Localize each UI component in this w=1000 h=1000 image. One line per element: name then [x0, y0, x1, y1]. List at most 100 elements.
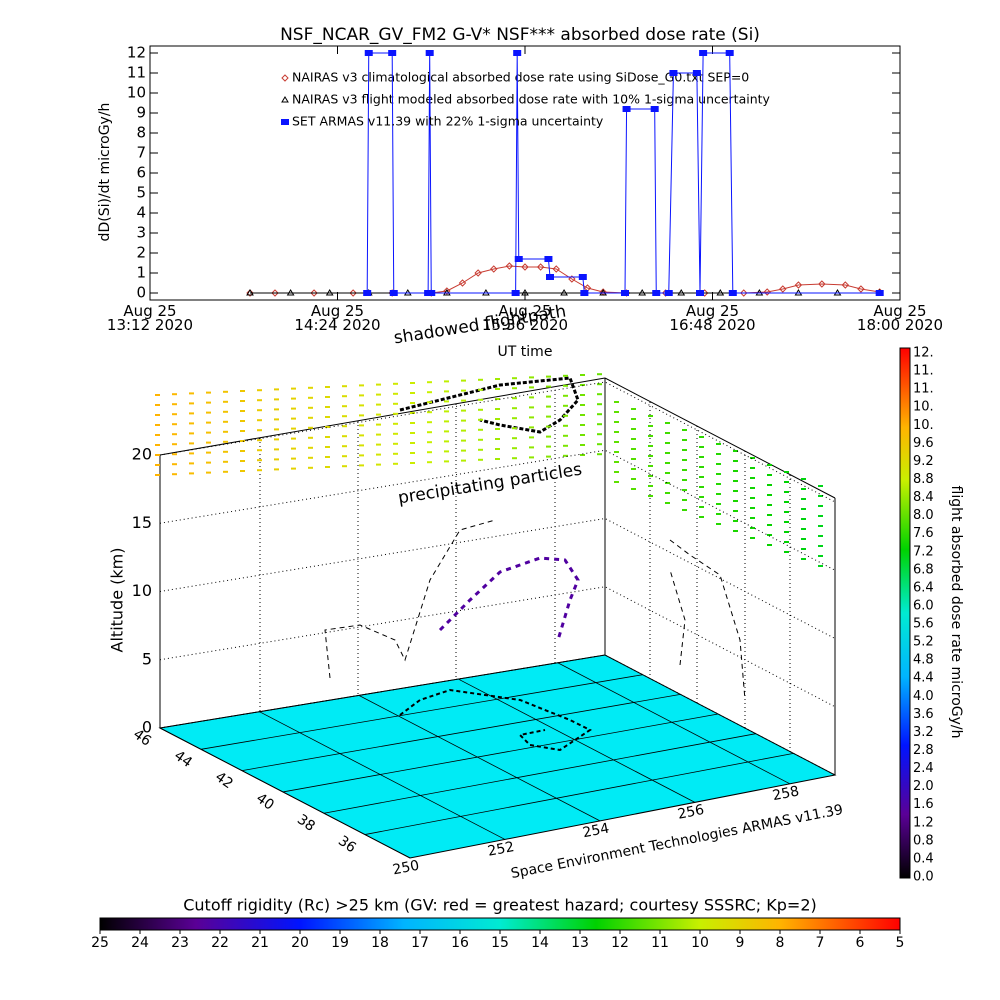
colorbar-tick-label: 0.8	[913, 833, 934, 848]
lon-tick-label: 254	[581, 820, 610, 841]
colorbar-right	[899, 347, 911, 879]
x-tick-label: Aug 25 16:48 2020	[669, 302, 756, 334]
colorbar-tick-label: 5	[896, 935, 905, 951]
data-point	[650, 106, 659, 112]
data-point	[521, 263, 529, 271]
colorbar-tick-label: 16	[451, 935, 469, 951]
colorbar-tick-label: 13	[571, 935, 589, 951]
wall-verticals	[259, 388, 791, 752]
y-tick-label: 9	[136, 104, 146, 122]
colorbar-tick-label: 14	[531, 935, 549, 951]
data-point	[740, 289, 748, 297]
y-tick-label: 1	[136, 264, 146, 282]
legend-symbol	[281, 96, 289, 103]
colorbar-tick-label: 4.8	[913, 653, 934, 668]
y-axis-label: dD(Si)/dt microGy/h	[97, 103, 113, 242]
colorbar-tick-label: 7.6	[913, 526, 934, 541]
data-point	[511, 290, 520, 296]
lon-tick-label: 250	[391, 858, 420, 879]
colorbar-tick-label: 23	[171, 935, 189, 951]
x-tick-label: Aug 25 15:36 2020	[481, 302, 569, 334]
lat-tick-label: 36	[335, 833, 359, 856]
flight-shadow	[324, 519, 746, 701]
data-point	[521, 289, 529, 296]
colorbar-tick-label: 6.0	[913, 598, 934, 613]
data-point	[841, 281, 850, 289]
colorbar-tick-label: 6.8	[913, 562, 934, 577]
lat-tick-label: 44	[171, 748, 195, 771]
colorbar-tick-label: 0.0	[913, 870, 934, 885]
data-point	[427, 290, 436, 296]
colorbar-tick-label: 2.4	[913, 761, 934, 776]
data-point	[388, 50, 397, 56]
data-point	[425, 50, 434, 56]
data-point	[536, 263, 545, 271]
lon-tick-label: 258	[771, 783, 800, 804]
colorbar-tick-label: 11	[651, 935, 669, 951]
data-point	[779, 285, 787, 293]
floor-grid	[458, 678, 696, 803]
data-point	[621, 290, 629, 296]
colorbar-tick-label: 6.4	[913, 580, 934, 595]
lat-tick-label: 40	[253, 790, 277, 813]
data-point	[389, 290, 398, 296]
colorbar-tick-label: 18	[371, 935, 389, 951]
flight-path-low	[438, 556, 580, 641]
colorbar-tick-label: 2.0	[913, 779, 934, 794]
data-point	[286, 289, 295, 296]
data-point	[325, 289, 334, 296]
floor-grid	[364, 752, 794, 835]
colorbar-tick-label: 20	[291, 935, 309, 951]
data-point	[728, 290, 737, 296]
flight-path	[399, 376, 580, 434]
floor-grid	[159, 654, 606, 729]
floor-grid	[282, 713, 719, 793]
legend-symbol	[281, 74, 289, 82]
lon-tick-label: 252	[486, 839, 515, 860]
data-point	[652, 290, 661, 296]
colorbar-tick-label: 11.	[913, 364, 934, 379]
colorbar-label: flight absorbed dose rate microGy/h	[948, 486, 964, 739]
floor-grid	[323, 733, 756, 814]
legend-label: NAIRAS v3 flight modeled absorbed dose r…	[292, 92, 771, 107]
data-point	[638, 289, 647, 296]
data-point	[474, 269, 482, 277]
data-point	[364, 50, 373, 56]
colorbar-tick-label: 10.	[913, 418, 934, 433]
data-point	[580, 290, 589, 296]
colorbar-tick-label: 5.2	[913, 635, 934, 650]
data-point	[443, 287, 451, 295]
data-point	[363, 290, 372, 296]
colorbar-tick-label: 11.	[913, 382, 934, 397]
floor-grid	[358, 695, 601, 822]
colorbar-tick-label: 12.	[913, 346, 934, 361]
data-point	[794, 281, 803, 289]
x-axis-label: UT time	[498, 344, 553, 360]
colorbar-label: Cutoff rigidity (Rc) >25 km (GV: red = g…	[183, 896, 817, 915]
lon-tick-label: 256	[676, 802, 705, 823]
annotation: precipitating particles	[397, 460, 584, 509]
data-point	[546, 274, 554, 280]
colorbar-tick-label: 6	[856, 935, 865, 951]
colorbar-tick-label: 4.0	[913, 689, 934, 704]
data-point	[552, 265, 560, 273]
data-point	[568, 275, 576, 283]
lat-tick-label: 38	[294, 812, 318, 835]
colorbar-tick-label: 7.2	[913, 544, 934, 559]
data-point	[246, 289, 254, 297]
data-point	[560, 289, 568, 296]
colorbar-tick-label: 25	[91, 935, 109, 951]
colorbar-tick-label: 4.4	[913, 671, 934, 686]
data-point	[696, 290, 704, 296]
colorbar-tick-label: 3.2	[913, 725, 934, 740]
data-point	[857, 285, 865, 293]
data-point	[875, 290, 884, 296]
colorbar-tick-label: 2.8	[913, 743, 934, 758]
legend-symbol	[281, 119, 289, 125]
data-point	[271, 289, 279, 297]
y-tick-label: 2	[136, 244, 146, 262]
data-point	[818, 280, 826, 288]
floor-grid	[557, 662, 791, 785]
